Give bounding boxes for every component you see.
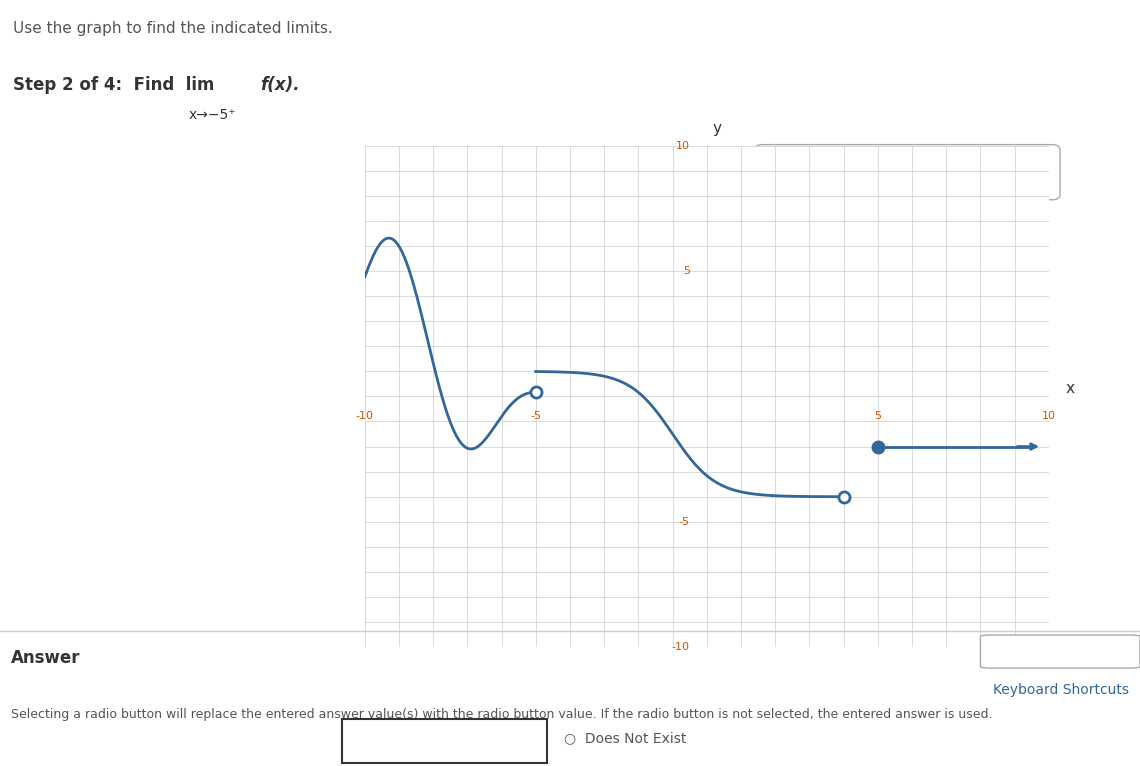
Text: Selecting a radio button will replace the entered answer value(s) with the radio: Selecting a radio button will replace th… — [11, 708, 993, 721]
FancyBboxPatch shape — [342, 719, 547, 763]
Text: Keypad: Keypad — [1040, 643, 1092, 657]
Text: 5: 5 — [874, 411, 881, 421]
Text: 10: 10 — [676, 140, 690, 151]
FancyBboxPatch shape — [755, 145, 1060, 200]
FancyBboxPatch shape — [980, 635, 1140, 668]
Text: -10: -10 — [671, 642, 690, 653]
Text: Use the graph to find the indicated limits.: Use the graph to find the indicated limi… — [13, 21, 333, 36]
Text: 5: 5 — [683, 266, 690, 276]
Text: -10: -10 — [356, 411, 374, 421]
Text: f(x).: f(x). — [260, 76, 300, 93]
Text: Answer: Answer — [11, 649, 81, 666]
Text: -5: -5 — [530, 411, 542, 421]
Text: Enable Zoom/Pan: Enable Zoom/Pan — [847, 165, 968, 179]
Text: x: x — [1066, 381, 1075, 396]
Text: ○  Does Not Exist: ○ Does Not Exist — [564, 732, 686, 745]
Text: y: y — [712, 121, 722, 136]
Text: Keyboard Shortcuts: Keyboard Shortcuts — [993, 683, 1129, 697]
Text: 10: 10 — [1042, 411, 1056, 421]
Text: x→−5⁺: x→−5⁺ — [188, 107, 236, 122]
Text: -5: -5 — [678, 517, 690, 527]
Text: Step 2 of 4:  Find  lim: Step 2 of 4: Find lim — [13, 76, 226, 93]
Text: |: | — [353, 731, 358, 746]
